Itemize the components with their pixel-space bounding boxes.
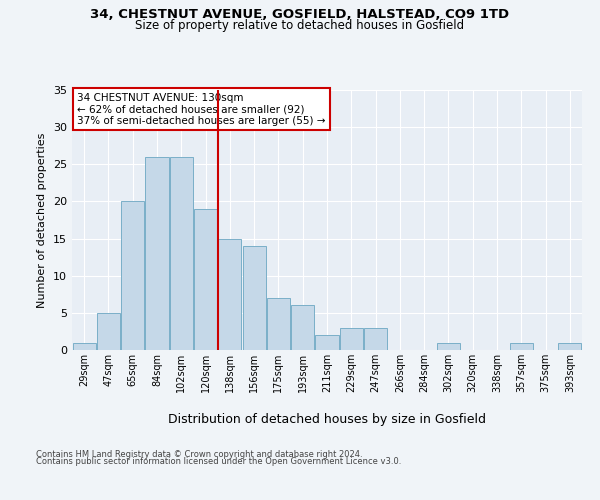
Bar <box>218 238 241 350</box>
Bar <box>97 313 120 350</box>
Bar <box>559 342 581 350</box>
Bar <box>364 328 387 350</box>
Bar <box>121 202 144 350</box>
Bar <box>267 298 290 350</box>
Bar <box>170 157 193 350</box>
Bar <box>316 335 338 350</box>
Bar <box>340 328 363 350</box>
Text: 34 CHESTNUT AVENUE: 130sqm
← 62% of detached houses are smaller (92)
37% of semi: 34 CHESTNUT AVENUE: 130sqm ← 62% of deta… <box>77 92 326 126</box>
Text: Contains HM Land Registry data © Crown copyright and database right 2024.: Contains HM Land Registry data © Crown c… <box>36 450 362 459</box>
Text: Size of property relative to detached houses in Gosfield: Size of property relative to detached ho… <box>136 18 464 32</box>
Bar <box>291 306 314 350</box>
Bar <box>510 342 533 350</box>
Y-axis label: Number of detached properties: Number of detached properties <box>37 132 47 308</box>
Bar <box>194 209 217 350</box>
Text: 34, CHESTNUT AVENUE, GOSFIELD, HALSTEAD, CO9 1TD: 34, CHESTNUT AVENUE, GOSFIELD, HALSTEAD,… <box>91 8 509 20</box>
Bar <box>73 342 95 350</box>
Text: Contains public sector information licensed under the Open Government Licence v3: Contains public sector information licen… <box>36 458 401 466</box>
Bar <box>145 157 169 350</box>
Text: Distribution of detached houses by size in Gosfield: Distribution of detached houses by size … <box>168 412 486 426</box>
Bar <box>242 246 266 350</box>
Bar <box>437 342 460 350</box>
